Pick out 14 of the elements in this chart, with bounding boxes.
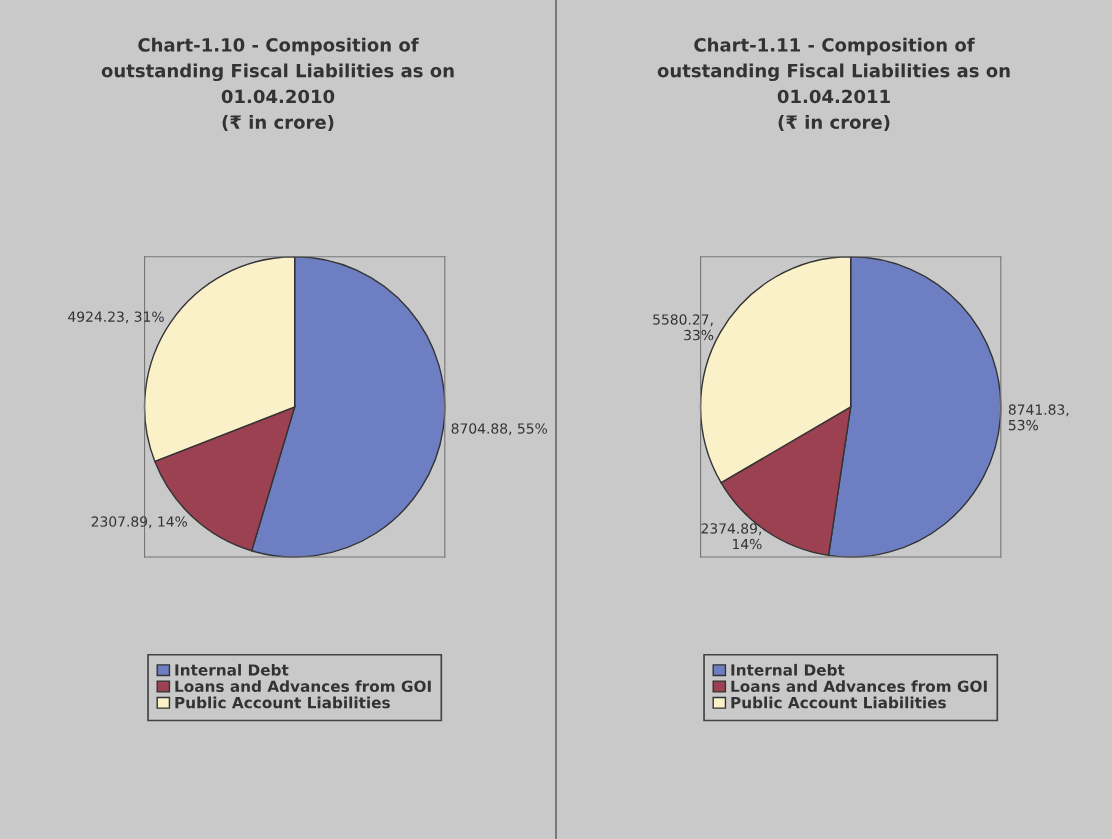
chart-title: Chart-1.11 - Composition of outstanding Fiscal Liabilities as on 01.04.2011 (₹ in crore) [657,37,1010,132]
legend-label: Loans and Advances from GOI [731,680,987,693]
legend-label: Loans and Advances from GOI [175,680,431,693]
legend-label: Public Account Liabilities [731,696,946,709]
data-label: 5580.27, 33% [653,314,714,341]
legend-label: Public Account Liabilities [175,696,390,709]
chart-title: Chart-1.10 - Composition of outstanding Fiscal Liabilities as on 01.04.2010 (₹ in crore) [101,37,454,132]
data-label: 4924.23, 31% [68,311,164,324]
data-label: 2307.89, 14% [91,516,188,529]
data-label: 8704.88, 55% [451,423,548,436]
legend-label: Internal Debt [731,663,845,676]
data-label: 8741.83, 53% [1008,404,1069,431]
legend-label: Internal Debt [175,663,289,676]
data-label: 2374.89, 14% [701,523,762,550]
